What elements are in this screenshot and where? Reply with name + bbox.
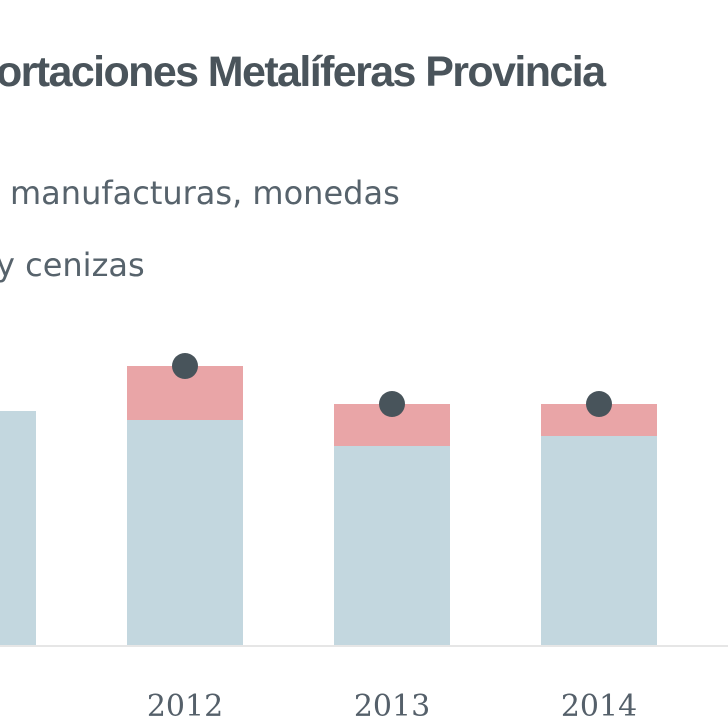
x-tick-label: 2014 [561,689,637,724]
x-tick-label: 2013 [354,689,430,724]
x-tick-labels: 1201220132014 [147,689,637,724]
marker-total-2013 [379,391,405,417]
bar-base-2014 [541,436,657,645]
bars-group [0,366,657,645]
bar-base-2013 [334,446,450,645]
x-tick-label: 2012 [147,689,223,724]
bar-base-1 [0,411,36,645]
marker-total-2012 [172,353,198,379]
legend-entry-2: y cenizas [0,246,145,284]
bar-base-2012 [127,420,243,645]
legend-entry-1: manufacturas, monedas [10,174,400,212]
marker-total-2014 [586,391,612,417]
markers-group [172,353,612,417]
chart-title: ortaciones Metalíferas Provincia [0,48,606,96]
